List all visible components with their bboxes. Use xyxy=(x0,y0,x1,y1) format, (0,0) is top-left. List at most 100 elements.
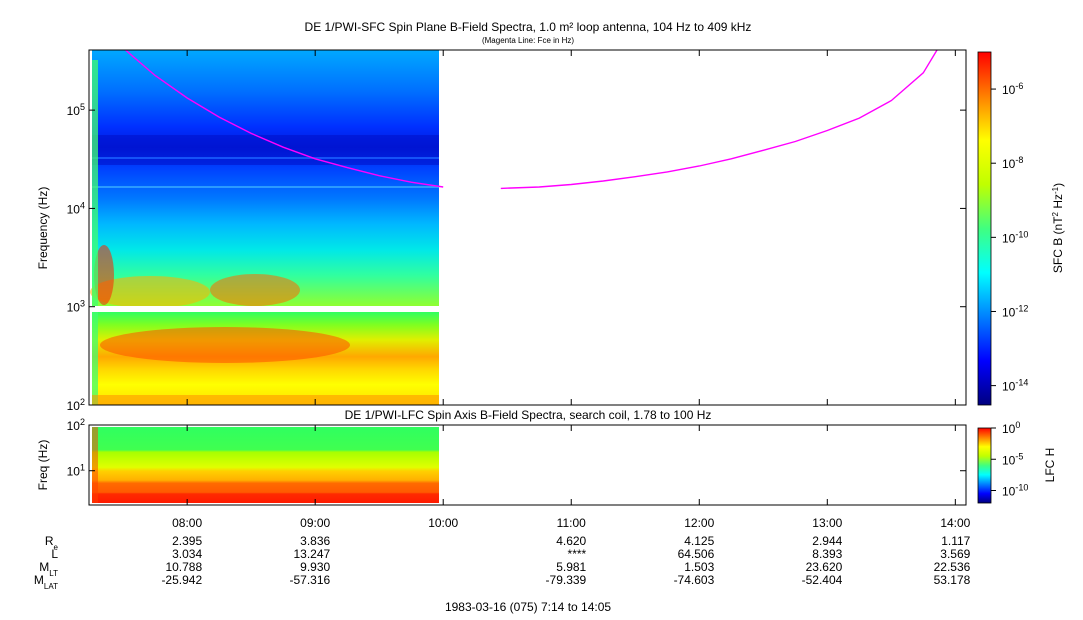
cbar-label-part-3: ) xyxy=(1051,183,1065,187)
ephemeris-value: 1.117 xyxy=(941,534,970,548)
colorbar-tick-base: 10 xyxy=(1002,380,1016,394)
ephemeris-value: 53.178 xyxy=(934,573,971,587)
ephemeris-value: -79.339 xyxy=(546,573,587,587)
sfc-spectrogram xyxy=(89,50,966,405)
ephemeris-row-label: L xyxy=(51,547,58,561)
colorbar-tick-label: 10-5 xyxy=(1002,451,1023,467)
y-tick-base: 10 xyxy=(67,399,81,413)
top-title: DE 1/PWI-SFC Spin Plane B-Field Spectra,… xyxy=(305,20,752,34)
lfc-left-edge xyxy=(92,427,98,503)
y-tick-exponent: 2 xyxy=(80,417,85,427)
ephemeris-value: 1.503 xyxy=(684,560,714,574)
lfc-data xyxy=(92,427,439,503)
x-tick-label: 08:00 xyxy=(172,516,202,530)
fce-line-segment-2 xyxy=(500,50,938,190)
colorbar-tick-base: 10 xyxy=(1002,231,1016,245)
y-tick-base: 10 xyxy=(67,104,81,118)
lfc-spectrogram xyxy=(89,425,966,505)
ephemeris-row-label: Re xyxy=(45,534,59,552)
y-tick-label: 102 xyxy=(67,417,85,433)
ephemeris-value: -52.404 xyxy=(802,573,843,587)
y-tick-exponent: 4 xyxy=(80,200,85,210)
ephemeris-value: 4.125 xyxy=(684,534,714,548)
ephemeris-value: 22.536 xyxy=(934,560,971,574)
sfc-emission-blob-2 xyxy=(210,274,300,306)
colorbar-tick-base: 10 xyxy=(1002,83,1016,97)
ephemeris-label-subscript: LAT xyxy=(44,582,58,591)
ephemeris-value: 3.836 xyxy=(300,534,330,548)
ephemeris-row-label: MLT xyxy=(39,560,58,578)
x-tick-label: 13:00 xyxy=(812,516,842,530)
sfc-bottom-edge xyxy=(92,395,439,405)
y-tick-label: 104 xyxy=(67,200,85,216)
ephemeris-value: 13.247 xyxy=(293,547,330,561)
colorbar-tick-label: 100 xyxy=(1002,420,1020,436)
colorbar-tick-base: 10 xyxy=(1002,157,1016,171)
ephemeris-row-label: MLAT xyxy=(34,573,58,591)
y-tick-exponent: 3 xyxy=(80,299,85,309)
colorbar-tick-label: 10-12 xyxy=(1002,303,1028,319)
ephemeris-value: -57.316 xyxy=(289,573,330,587)
x-tick-label: 10:00 xyxy=(428,516,458,530)
cbar-label-sup-1: 2 xyxy=(1051,211,1060,216)
colorbar-tick-exponent: -10 xyxy=(1015,483,1028,493)
colorbar-tick-label: 10-14 xyxy=(1002,378,1028,394)
top-subtitle: (Magenta Line: Fce in Hz) xyxy=(482,36,574,45)
ephemeris-value: -74.603 xyxy=(674,573,715,587)
ephemeris-label-base: L xyxy=(51,547,58,561)
colorbar-tick-exponent: 0 xyxy=(1015,420,1020,430)
date-footer: 1983-03-16 (075) 7:14 to 14:05 xyxy=(445,600,611,614)
colorbar-tick-base: 10 xyxy=(1002,422,1016,436)
bottom-title: DE 1/PWI-LFC Spin Axis B-Field Spectra, … xyxy=(345,408,712,422)
y-tick-base: 10 xyxy=(67,202,81,216)
time-axis: 08:00 09:00 10:00 11:00 12:00 13:00 14:00 xyxy=(172,50,971,530)
x-tick-label: 09:00 xyxy=(300,516,330,530)
bottom-colorbar-label: LFC H xyxy=(1043,448,1057,483)
y-tick-base: 10 xyxy=(67,465,81,479)
y-tick-base: 10 xyxy=(67,419,81,433)
colorbar-tick-label: 10-10 xyxy=(1002,483,1028,499)
ephemeris-table: Re 2.395 3.836 4.620 4.125 2.944 1.117 L 3.034 13… xyxy=(34,534,971,591)
y-tick-exponent: 2 xyxy=(80,397,85,407)
colorbar-tick-label: 10-10 xyxy=(1002,229,1028,245)
sfc-colorbar xyxy=(977,51,992,406)
y-tick-label: 101 xyxy=(67,463,85,479)
ephemeris-value: 10.788 xyxy=(165,560,202,574)
sfc-emission-blob-1 xyxy=(100,327,350,363)
ephemeris-value: 2.395 xyxy=(172,534,202,548)
y-tick-label: 105 xyxy=(67,102,85,118)
y-tick-label: 102 xyxy=(67,397,85,413)
y-tick-base: 10 xyxy=(67,301,81,315)
top-colorbar-label: SFC B (nT2 Hz-1) xyxy=(1051,183,1066,273)
ephemeris-label-base: M xyxy=(34,573,44,587)
ephemeris-value: -25.942 xyxy=(161,573,202,587)
colorbar-tick-exponent: -6 xyxy=(1015,81,1023,91)
ephemeris-value: 5.981 xyxy=(556,560,586,574)
colorbar-tick-exponent: -8 xyxy=(1015,155,1023,165)
sfc-left-edge xyxy=(92,60,98,405)
sfc-line-band-1 xyxy=(92,157,439,159)
y-tick-exponent: 1 xyxy=(80,463,85,473)
colorbar-tick-label: 10-8 xyxy=(1002,155,1023,171)
ephemeris-value: 23.620 xyxy=(806,560,843,574)
ephemeris-label-base: M xyxy=(39,560,49,574)
ephemeris-label-base: R xyxy=(45,534,54,548)
colorbar-tick-base: 10 xyxy=(1002,453,1016,467)
top-ylabel: Frequency (Hz) xyxy=(36,187,50,270)
sfc-data-gap xyxy=(89,306,439,312)
sfc-line-band-2 xyxy=(92,186,439,188)
colorbar-tick-exponent: -10 xyxy=(1015,229,1028,239)
colorbar-tick-exponent: -14 xyxy=(1015,378,1028,388)
lfc-plot-frame xyxy=(88,424,967,506)
colorbar-tick-exponent: -5 xyxy=(1015,451,1023,461)
ephemeris-value: **** xyxy=(568,547,587,561)
sfc-data-upper xyxy=(92,50,439,306)
x-tick-label: 12:00 xyxy=(684,516,714,530)
ephemeris-label-subscript: e xyxy=(54,543,59,552)
fce-line-segment-1 xyxy=(124,50,444,188)
ephemeris-value: 4.620 xyxy=(556,534,586,548)
